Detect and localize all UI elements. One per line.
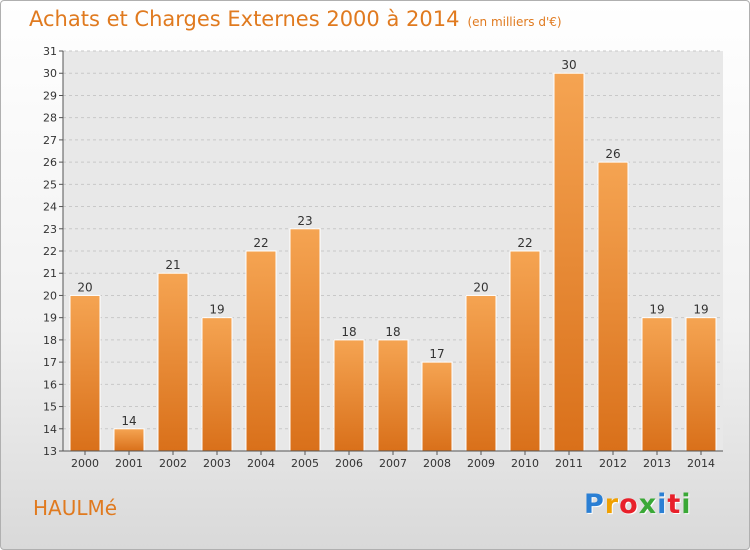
x-tick-label: 2004 xyxy=(247,457,275,470)
y-axis: 13 14 15 16 17 18 19 20 21 22 23 24 25 26 27 28 29 30 31 xyxy=(43,45,64,458)
bar-value-label: 20 xyxy=(473,280,488,294)
bar xyxy=(685,317,717,452)
y-tick-label: 18 xyxy=(43,334,57,347)
bar xyxy=(553,72,585,452)
y-tick-label: 26 xyxy=(43,156,57,169)
logo-letter: i xyxy=(681,489,692,520)
bar-value-label: 19 xyxy=(649,303,664,317)
bar-value-label: 21 xyxy=(165,258,180,272)
bar-value-label: 23 xyxy=(297,214,312,228)
x-tick-label: 2002 xyxy=(159,457,187,470)
x-tick-label: 2007 xyxy=(379,457,407,470)
bar xyxy=(113,428,145,452)
logo-letter: o xyxy=(619,489,639,520)
bar-value-label: 30 xyxy=(561,58,576,72)
x-tick-label: 2009 xyxy=(467,457,495,470)
x-tick-label: 2014 xyxy=(687,457,715,470)
logo-letter: P xyxy=(584,489,605,520)
y-tick-label: 23 xyxy=(43,223,57,236)
bar-value-label: 22 xyxy=(517,236,532,250)
bar-value-label: 22 xyxy=(253,236,268,250)
x-tick-label: 2013 xyxy=(643,457,671,470)
bar xyxy=(333,339,365,452)
y-tick-label: 27 xyxy=(43,134,57,147)
bar xyxy=(509,250,541,452)
commune-name: HAULMé xyxy=(33,496,118,520)
logo-letter: i xyxy=(657,489,668,520)
x-tick-label: 2005 xyxy=(291,457,319,470)
y-tick-label: 25 xyxy=(43,178,57,191)
bar xyxy=(421,361,453,452)
y-tick-label: 20 xyxy=(43,289,57,302)
bar xyxy=(597,161,629,452)
chart-title-main: Achats et Charges Externes 2000 à 2014 xyxy=(29,7,460,31)
logo-letter: x xyxy=(638,489,658,520)
y-tick-label: 15 xyxy=(43,401,57,414)
x-tick-label: 2011 xyxy=(555,457,583,470)
x-tick-label: 2008 xyxy=(423,457,451,470)
y-tick-label: 19 xyxy=(43,312,57,325)
y-tick-label: 21 xyxy=(43,267,57,280)
bar xyxy=(465,294,497,452)
y-tick-label: 16 xyxy=(43,378,57,391)
y-tick-label: 29 xyxy=(43,89,57,102)
bar-value-label: 19 xyxy=(209,303,224,317)
chart-title: Achats et Charges Externes 2000 à 2014 (e… xyxy=(29,7,562,31)
bar-value-label: 19 xyxy=(693,303,708,317)
logo-letter: t xyxy=(667,489,682,520)
chart-title-unit: (en milliers d'€) xyxy=(467,15,562,29)
bar-value-label: 14 xyxy=(121,414,136,428)
y-tick-label: 13 xyxy=(43,445,57,458)
bars: 20 14 21 19 22 23 18 18 17 20 22 30 26 19 19 xyxy=(69,58,717,452)
x-tick-label: 2010 xyxy=(511,457,539,470)
bar-value-label: 20 xyxy=(77,280,92,294)
y-tick-label: 28 xyxy=(43,112,57,125)
y-tick-label: 24 xyxy=(43,201,57,214)
y-tick-label: 30 xyxy=(43,67,57,80)
bar xyxy=(641,317,673,452)
x-tick-label: 2012 xyxy=(599,457,627,470)
x-tick-label: 2001 xyxy=(115,457,143,470)
bar xyxy=(377,339,409,452)
bar xyxy=(69,294,101,452)
y-tick-label: 17 xyxy=(43,356,57,369)
bar xyxy=(157,272,189,452)
bar xyxy=(245,250,277,452)
bar-value-label: 26 xyxy=(605,147,620,161)
x-tick-label: 2003 xyxy=(203,457,231,470)
bar xyxy=(201,317,233,452)
x-tick-label: 2006 xyxy=(335,457,363,470)
bar-value-label: 18 xyxy=(385,325,400,339)
logo-letter: r xyxy=(604,489,620,520)
x-axis: 2000 2001 2002 2003 2004 2005 2006 2007 2008 2009… xyxy=(63,450,723,470)
y-tick-label: 22 xyxy=(43,245,57,258)
bar-value-label: 17 xyxy=(429,347,444,361)
bar-value-label: 18 xyxy=(341,325,356,339)
bar xyxy=(289,228,321,452)
x-tick-label: 2000 xyxy=(71,457,99,470)
y-tick-label: 14 xyxy=(43,423,57,436)
proxiti-logo: Proxiti xyxy=(584,489,692,520)
y-tick-label: 31 xyxy=(43,45,57,58)
